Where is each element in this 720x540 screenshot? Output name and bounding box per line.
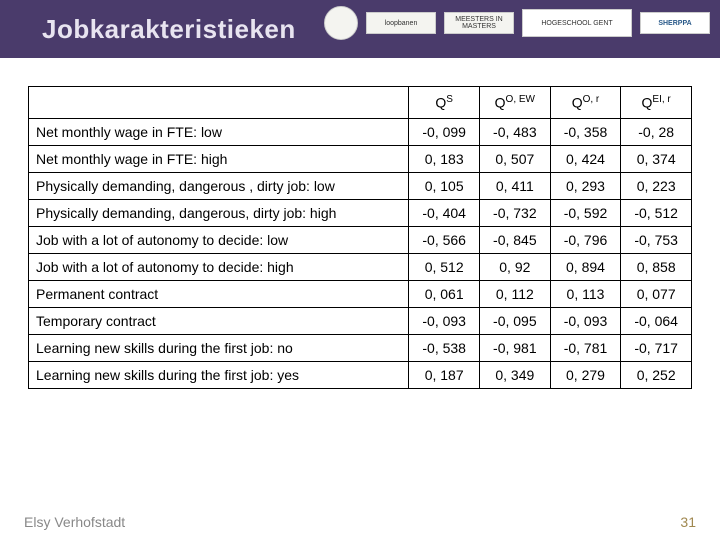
row-label: Learning new skills during the first job… [29, 335, 409, 362]
footer: Elsy Verhofstadt 31 [0, 514, 720, 530]
table-row: Physically demanding, dangerous , dirty … [29, 173, 692, 200]
cell-value: 0, 411 [480, 173, 551, 200]
logo-hogeschool-gent: HOGESCHOOL GENT [522, 9, 632, 37]
cell-value: -0, 095 [480, 308, 551, 335]
cell-value: 0, 92 [480, 254, 551, 281]
cell-value: -0, 717 [621, 335, 692, 362]
cell-value: 0, 061 [409, 281, 480, 308]
cell-value: -0, 099 [409, 119, 480, 146]
col-header-blank [29, 87, 409, 119]
cell-value: -0, 28 [621, 119, 692, 146]
cell-value: 0, 252 [621, 362, 692, 389]
cell-value: -0, 592 [550, 200, 621, 227]
cell-value: 0, 858 [621, 254, 692, 281]
cell-value: 0, 894 [550, 254, 621, 281]
cell-value: -0, 512 [621, 200, 692, 227]
cell-value: -0, 753 [621, 227, 692, 254]
logo-loopbanen: loopbanen [366, 12, 436, 34]
cell-value: 0, 279 [550, 362, 621, 389]
cell-value: -0, 483 [480, 119, 551, 146]
logo-strip: loopbanen MEESTERS IN MASTERS HOGESCHOOL G… [324, 6, 710, 40]
cell-value: -0, 093 [409, 308, 480, 335]
table-row: Net monthly wage in FTE: low-0, 099-0, 4… [29, 119, 692, 146]
logo-green-seal [324, 6, 358, 40]
row-label: Net monthly wage in FTE: high [29, 146, 409, 173]
cell-value: -0, 358 [550, 119, 621, 146]
table-row: Learning new skills during the first job… [29, 362, 692, 389]
cell-value: -0, 981 [480, 335, 551, 362]
cell-value: 0, 113 [550, 281, 621, 308]
cell-value: -0, 845 [480, 227, 551, 254]
page-title: Jobkarakteristieken [0, 14, 296, 45]
col-header-1: QO, EW [480, 87, 551, 119]
table-row: Net monthly wage in FTE: high0, 1830, 50… [29, 146, 692, 173]
table-row: Permanent contract0, 0610, 1120, 1130, 0… [29, 281, 692, 308]
cell-value: -0, 538 [409, 335, 480, 362]
table-head: QSQO, EWQO, rQEI, r [29, 87, 692, 119]
cell-value: -0, 064 [621, 308, 692, 335]
cell-value: -0, 093 [550, 308, 621, 335]
row-label: Job with a lot of autonomy to decide: hi… [29, 254, 409, 281]
table-row: Job with a lot of autonomy to decide: lo… [29, 227, 692, 254]
cell-value: 0, 187 [409, 362, 480, 389]
cell-value: -0, 404 [409, 200, 480, 227]
cell-value: 0, 424 [550, 146, 621, 173]
row-label: Temporary contract [29, 308, 409, 335]
col-header-3: QEI, r [621, 87, 692, 119]
table-row: Learning new skills during the first job… [29, 335, 692, 362]
cell-value: 0, 077 [621, 281, 692, 308]
col-header-0: QS [409, 87, 480, 119]
table-row: Temporary contract-0, 093-0, 095-0, 093-… [29, 308, 692, 335]
row-label: Physically demanding, dangerous , dirty … [29, 173, 409, 200]
cell-value: -0, 796 [550, 227, 621, 254]
row-label: Learning new skills during the first job… [29, 362, 409, 389]
table-container: QSQO, EWQO, rQEI, r Net monthly wage in … [0, 58, 720, 389]
cell-value: 0, 349 [480, 362, 551, 389]
author-name: Elsy Verhofstadt [24, 514, 125, 530]
row-label: Physically demanding, dangerous, dirty j… [29, 200, 409, 227]
cell-value: 0, 507 [480, 146, 551, 173]
col-header-2: QO, r [550, 87, 621, 119]
table-row: Job with a lot of autonomy to decide: hi… [29, 254, 692, 281]
row-label: Job with a lot of autonomy to decide: lo… [29, 227, 409, 254]
cell-value: 0, 105 [409, 173, 480, 200]
row-label: Permanent contract [29, 281, 409, 308]
logo-sherppa: SHERPPA [640, 12, 710, 34]
cell-value: 0, 512 [409, 254, 480, 281]
cell-value: 0, 293 [550, 173, 621, 200]
table-body: Net monthly wage in FTE: low-0, 099-0, 4… [29, 119, 692, 389]
logo-meesters: MEESTERS IN MASTERS [444, 12, 514, 34]
cell-value: -0, 732 [480, 200, 551, 227]
table-row: Physically demanding, dangerous, dirty j… [29, 200, 692, 227]
cell-value: 0, 112 [480, 281, 551, 308]
page-number: 31 [680, 514, 696, 530]
cell-value: 0, 223 [621, 173, 692, 200]
cell-value: 0, 183 [409, 146, 480, 173]
data-table: QSQO, EWQO, rQEI, r Net monthly wage in … [28, 86, 692, 389]
cell-value: -0, 566 [409, 227, 480, 254]
header-bar: Jobkarakteristieken loopbanen MEESTERS IN… [0, 0, 720, 58]
row-label: Net monthly wage in FTE: low [29, 119, 409, 146]
cell-value: -0, 781 [550, 335, 621, 362]
cell-value: 0, 374 [621, 146, 692, 173]
